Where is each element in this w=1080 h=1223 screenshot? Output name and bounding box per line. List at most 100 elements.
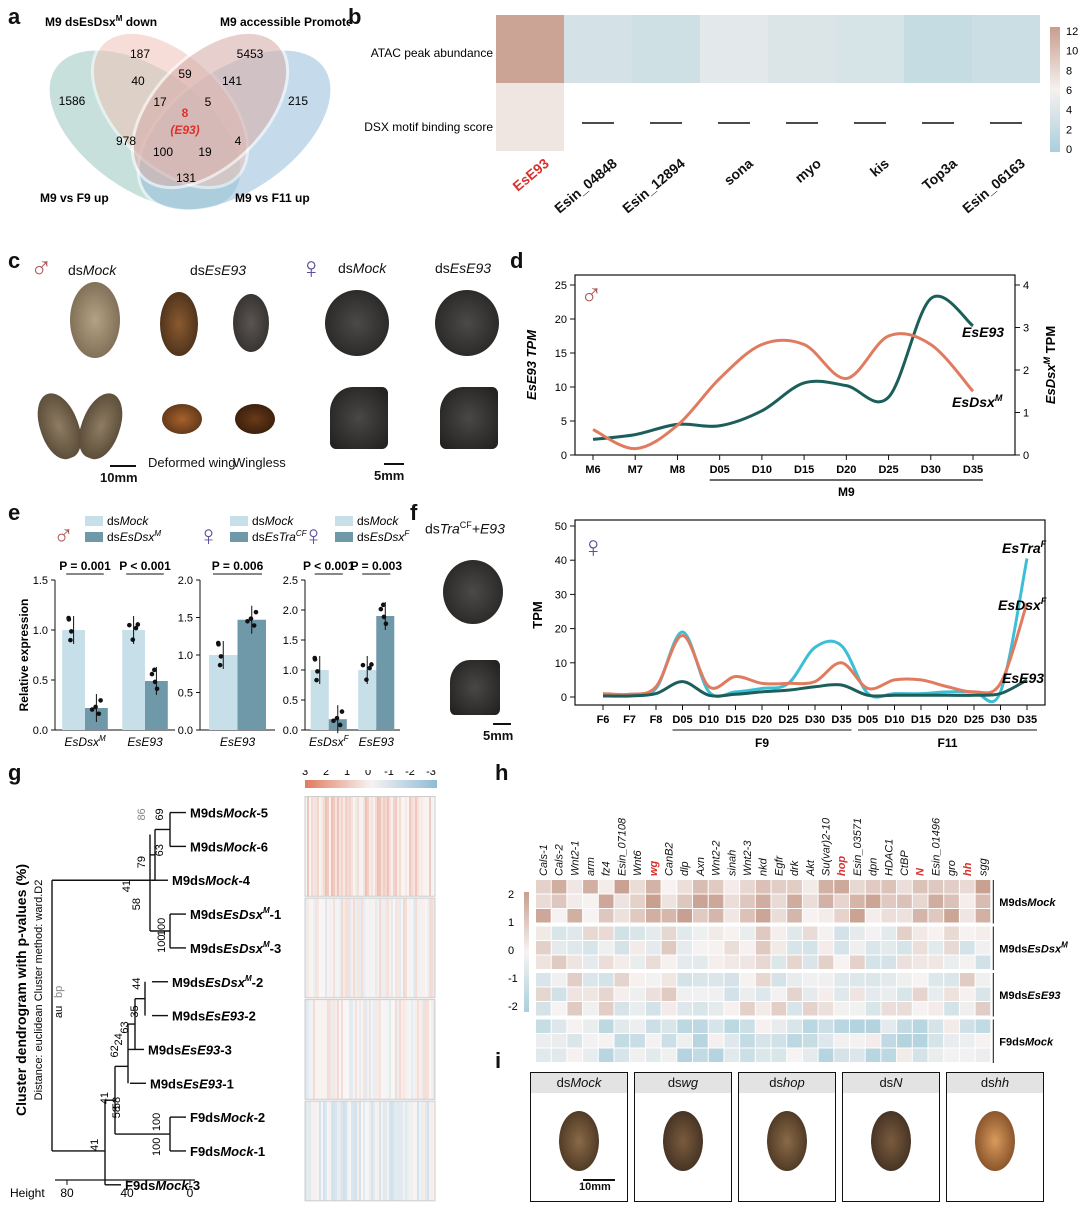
heatmap-stripe — [321, 898, 323, 998]
deformed-wing-photo — [162, 404, 202, 434]
heatmap-stripe — [391, 1101, 393, 1201]
heatmap-cell — [755, 1034, 771, 1048]
cockroach-closeup-photo — [450, 660, 500, 715]
y-tick-label: 20 — [555, 314, 567, 326]
heatmap-cell — [865, 1034, 881, 1048]
gene-label: sgg — [977, 857, 989, 876]
dendrogram-subtitle: Distance: euclidean Cluster method: ward… — [33, 880, 45, 1101]
x-tick-label: D05 — [672, 714, 692, 726]
heatmap-cell — [567, 1002, 583, 1016]
heatmap-stripe — [351, 796, 353, 897]
heatmap-cell — [834, 987, 849, 1001]
male-symbol-icon: ♂ — [53, 520, 74, 551]
heatmap-block — [304, 796, 436, 897]
legend-swatch — [335, 516, 353, 526]
heatmap-cell — [567, 880, 583, 894]
gene-label: Su(var)2-10 — [820, 817, 832, 876]
y-tick-label: 0.5 — [178, 688, 193, 700]
heatmap-cell — [724, 1002, 740, 1016]
gene-label: dpn — [868, 858, 880, 876]
heatmap-cell — [693, 973, 708, 987]
scale-tick: 12 — [1066, 26, 1078, 38]
gene-label: CtBP — [899, 850, 911, 876]
heatmap-stripe — [369, 999, 371, 1100]
heatmap-stripe — [311, 999, 313, 1100]
heatmap-stripe — [349, 796, 351, 897]
heatmap-stripe — [351, 898, 353, 998]
heatmap-stripe — [373, 1101, 375, 1201]
scale-tick: -1 — [384, 770, 394, 778]
heatmap-cell — [771, 1048, 787, 1062]
cockroach-photo — [233, 294, 269, 352]
series-label-estra: EsTraF — [1002, 539, 1047, 556]
heatmap-stripe — [345, 796, 347, 897]
heatmap-cell — [661, 955, 677, 969]
heatmap-cell — [897, 880, 912, 894]
heatmap-stripe — [397, 796, 399, 897]
heatmap-cell — [818, 1034, 834, 1048]
heatmap-cell — [975, 1034, 991, 1048]
heatmap-stripe — [389, 898, 391, 998]
data-point — [154, 686, 160, 692]
heatmap-stripe — [361, 898, 363, 998]
heatmap-cell — [567, 1019, 583, 1033]
heatmap-cell — [802, 926, 818, 940]
heatmap-cell — [818, 941, 834, 955]
venn-center-gene: (E93) — [170, 123, 199, 137]
heatmap-cell — [912, 973, 928, 987]
heatmap-cell — [677, 973, 692, 987]
venn-label-dsx-down: M9 dsEsDsxM down — [45, 14, 157, 29]
heatmap-cell — [755, 1002, 771, 1016]
heatmap-cell — [975, 880, 991, 894]
series-line-esdsx — [602, 602, 1029, 697]
scale-tick: 0 — [1066, 144, 1072, 156]
heatmap-cell — [881, 909, 897, 923]
heatmap-cell — [598, 941, 614, 955]
cockroach-closeup-photo — [440, 387, 498, 449]
heatmap-cell — [551, 1034, 567, 1048]
heatmap-cell — [598, 909, 614, 923]
heatmap-cell — [928, 894, 944, 908]
heatmap-stripe — [393, 1101, 395, 1201]
heatmap-cell — [912, 894, 928, 908]
heatmap-stripe — [333, 1101, 335, 1201]
y-tick-label: 0 — [561, 450, 567, 462]
heatmap-stripe — [369, 796, 371, 897]
heatmap-cell — [834, 1048, 849, 1062]
heatmap-stripe — [323, 796, 325, 897]
heatmap-cell — [881, 1034, 897, 1048]
heatmap-stripe — [311, 1101, 313, 1201]
line-chart-male: ♂ 0 5 10 15 20 25 0 1 2 3 4 M6 M7 M8 D05 D10 D15 D20 D25… — [524, 274, 1058, 499]
heatmap-cell — [755, 973, 771, 987]
heatmap-stripe — [347, 796, 349, 897]
x-tick-label: M7 — [628, 464, 643, 476]
heatmap-stripe — [379, 796, 381, 897]
heatmap-cell — [598, 880, 614, 894]
heatmap-stripe — [377, 1101, 379, 1201]
scale-tick: 8 — [1066, 65, 1072, 77]
panel-label-a: a — [8, 4, 21, 29]
panel-label-g: g — [8, 760, 22, 785]
legend-label: dsEsDsxF — [357, 529, 410, 544]
heatmap-cell — [693, 1002, 708, 1016]
gene-label: Cals-2 — [554, 844, 566, 876]
heatmap-stripe — [369, 1101, 371, 1201]
heatmap-stripe — [417, 1101, 419, 1201]
heatmap-stripe — [363, 898, 365, 998]
heatmap-cell — [771, 973, 787, 987]
node-au-value: 100 — [151, 1113, 163, 1131]
heatmap-cell — [865, 894, 881, 908]
cockroach-photo — [663, 1111, 703, 1171]
y-tick-label: 30 — [555, 589, 567, 601]
heatmap-stripe — [321, 796, 323, 897]
heatmap-stripe — [323, 1101, 325, 1201]
gene-label: Esin_12894 — [619, 155, 688, 216]
heatmap-stripe — [307, 796, 309, 897]
panel-label-c: c — [8, 248, 21, 273]
heatmap-cell — [567, 894, 583, 908]
heatmap-stripe — [349, 898, 351, 998]
gene-label: N — [915, 867, 927, 876]
gene-label: sinah — [726, 850, 738, 876]
heatmap-cell — [755, 987, 771, 1001]
heatmap-stripe — [427, 999, 429, 1100]
